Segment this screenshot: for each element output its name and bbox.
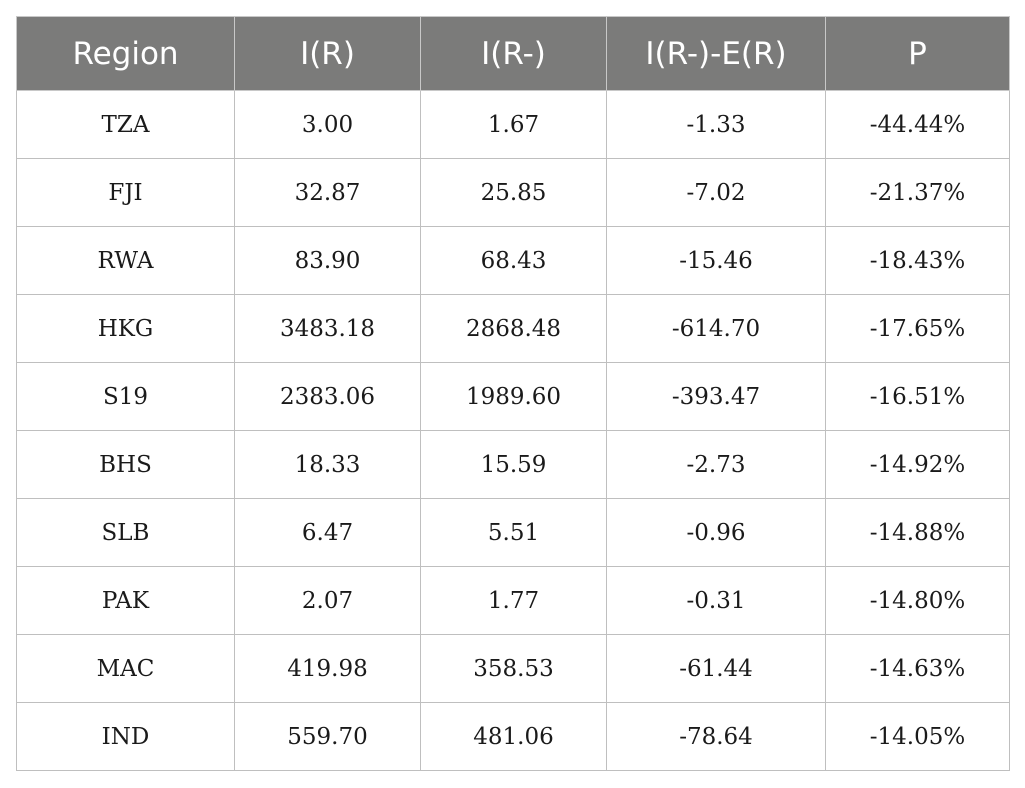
cell-region: TZA xyxy=(16,90,235,159)
cell-i-r-minus: 1989.60 xyxy=(420,362,607,431)
cell-i-r-minus: 1.67 xyxy=(420,90,607,159)
cell-p: -14.63% xyxy=(825,634,1010,703)
cell-i-r: 559.70 xyxy=(234,702,421,771)
cell-region: BHS xyxy=(16,430,235,499)
table-body: TZA 3.00 1.67 -1.33 -44.44% FJI 32.87 25… xyxy=(16,90,1010,771)
cell-region: FJI xyxy=(16,158,235,227)
cell-p: -18.43% xyxy=(825,226,1010,295)
cell-i-r: 18.33 xyxy=(234,430,421,499)
table-row: PAK 2.07 1.77 -0.31 -14.80% xyxy=(16,566,1010,635)
cell-p: -14.88% xyxy=(825,498,1010,567)
cell-i-r: 32.87 xyxy=(234,158,421,227)
table-row: FJI 32.87 25.85 -7.02 -21.37% xyxy=(16,158,1010,227)
table-row: TZA 3.00 1.67 -1.33 -44.44% xyxy=(16,90,1010,159)
cell-i-r: 3.00 xyxy=(234,90,421,159)
cell-difference: -61.44 xyxy=(606,634,826,703)
header-row: Region I(R) I(R-) I(R-)-E(R) P xyxy=(16,16,1010,91)
cell-i-r-minus: 15.59 xyxy=(420,430,607,499)
cell-i-r-minus: 2868.48 xyxy=(420,294,607,363)
cell-p: -17.65% xyxy=(825,294,1010,363)
cell-difference: -0.96 xyxy=(606,498,826,567)
cell-region: PAK xyxy=(16,566,235,635)
table-row: HKG 3483.18 2868.48 -614.70 -17.65% xyxy=(16,294,1010,363)
header-p: P xyxy=(825,16,1010,91)
cell-difference: -0.31 xyxy=(606,566,826,635)
table-row: SLB 6.47 5.51 -0.96 -14.88% xyxy=(16,498,1010,567)
cell-region: RWA xyxy=(16,226,235,295)
data-table: Region I(R) I(R-) I(R-)-E(R) P TZA 3.00 … xyxy=(16,16,1010,771)
cell-i-r-minus: 358.53 xyxy=(420,634,607,703)
cell-p: -44.44% xyxy=(825,90,1010,159)
cell-region: S19 xyxy=(16,362,235,431)
cell-i-r: 83.90 xyxy=(234,226,421,295)
cell-region: MAC xyxy=(16,634,235,703)
cell-p: -14.92% xyxy=(825,430,1010,499)
cell-i-r: 419.98 xyxy=(234,634,421,703)
cell-i-r-minus: 1.77 xyxy=(420,566,607,635)
cell-difference: -614.70 xyxy=(606,294,826,363)
table-row: S19 2383.06 1989.60 -393.47 -16.51% xyxy=(16,362,1010,431)
cell-i-r-minus: 481.06 xyxy=(420,702,607,771)
table-row: IND 559.70 481.06 -78.64 -14.05% xyxy=(16,702,1010,771)
cell-i-r-minus: 5.51 xyxy=(420,498,607,567)
table-header: Region I(R) I(R-) I(R-)-E(R) P xyxy=(16,16,1010,91)
cell-p: -21.37% xyxy=(825,158,1010,227)
cell-i-r: 2.07 xyxy=(234,566,421,635)
cell-i-r: 3483.18 xyxy=(234,294,421,363)
cell-p: -14.80% xyxy=(825,566,1010,635)
cell-p: -16.51% xyxy=(825,362,1010,431)
header-i-r-minus: I(R-) xyxy=(420,16,607,91)
cell-region: IND xyxy=(16,702,235,771)
header-i-r: I(R) xyxy=(234,16,421,91)
cell-difference: -78.64 xyxy=(606,702,826,771)
table-row: MAC 419.98 358.53 -61.44 -14.63% xyxy=(16,634,1010,703)
cell-i-r-minus: 25.85 xyxy=(420,158,607,227)
cell-i-r-minus: 68.43 xyxy=(420,226,607,295)
cell-i-r: 2383.06 xyxy=(234,362,421,431)
header-difference: I(R-)-E(R) xyxy=(606,16,826,91)
cell-p: -14.05% xyxy=(825,702,1010,771)
cell-difference: -1.33 xyxy=(606,90,826,159)
cell-difference: -2.73 xyxy=(606,430,826,499)
cell-region: HKG xyxy=(16,294,235,363)
data-table-container: Region I(R) I(R-) I(R-)-E(R) P TZA 3.00 … xyxy=(16,16,1010,771)
cell-difference: -7.02 xyxy=(606,158,826,227)
table-row: BHS 18.33 15.59 -2.73 -14.92% xyxy=(16,430,1010,499)
cell-i-r: 6.47 xyxy=(234,498,421,567)
cell-region: SLB xyxy=(16,498,235,567)
cell-difference: -393.47 xyxy=(606,362,826,431)
cell-difference: -15.46 xyxy=(606,226,826,295)
table-row: RWA 83.90 68.43 -15.46 -18.43% xyxy=(16,226,1010,295)
header-region: Region xyxy=(16,16,235,91)
